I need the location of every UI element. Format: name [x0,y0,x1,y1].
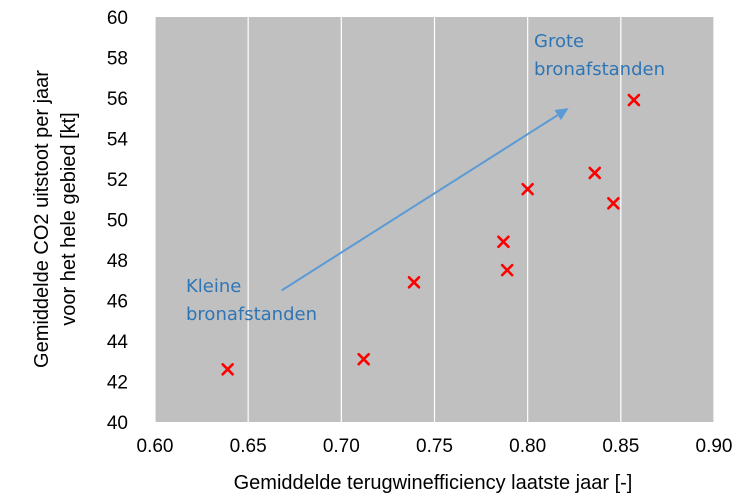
annotation-large-distances: Grote bronafstanden [534,31,665,80]
marker-stroke [407,275,421,289]
data-point [357,352,370,366]
data-point [221,363,234,376]
annotation-small-line-1: Kleine [186,276,241,297]
x-tick-label: 0.70 [323,436,360,457]
marker-stroke [521,182,534,196]
annotation-small-line-2: bronafstanden [186,304,317,325]
y-tick-label: 54 [107,130,129,151]
y-tick-labels: 40 42 44 46 48 50 52 54 56 58 60 [107,8,129,434]
marker-stroke [607,197,620,210]
annotation-large-line-1: Grote [534,31,584,52]
annotation-large-line-2: bronafstanden [534,59,665,80]
data-points [221,93,641,376]
y-tick-label: 44 [107,332,129,353]
data-point [407,275,421,289]
y-tick-label: 40 [107,413,128,434]
marker-stroke [357,352,370,366]
data-point [500,263,514,277]
y-axis-label-line-2: voor het hele gebied [kt] [58,112,80,325]
data-point [497,235,510,249]
marker-stroke [221,363,234,376]
y-tick-label: 46 [107,292,128,313]
annotation-small-distances: Kleine bronafstanden [186,276,317,325]
y-tick-label: 42 [107,373,128,394]
data-point [521,182,534,196]
y-tick-label: 48 [107,251,128,272]
x-tick-label: 0.65 [230,436,267,457]
marker-stroke [627,93,641,107]
y-axis-label-line-1: Gemiddelde CO2 uitstoot per jaar [31,70,53,368]
x-tick-label: 0.60 [137,436,174,457]
marker-stroke [497,235,510,249]
y-tick-label: 52 [107,170,128,191]
marker-stroke [500,263,514,277]
data-point [627,93,641,107]
data-point [607,197,620,210]
y-tick-label: 50 [107,211,128,232]
y-tick-label: 56 [107,89,128,110]
y-tick-label: 58 [107,49,128,70]
x-tick-label: 0.75 [416,436,453,457]
gridlines [154,17,715,422]
x-axis-label: Gemiddelde terugwinefficiency laatste ja… [234,472,633,494]
x-tick-label: 0.85 [602,436,639,457]
arrow-shaft [281,114,559,292]
x-tick-label: 0.90 [696,436,733,457]
y-axis-label: Gemiddelde CO2 uitstoot per jaar voor he… [31,70,80,368]
y-tick-label: 60 [107,8,128,29]
marker-stroke [588,166,602,180]
x-tick-labels: 0.60 0.65 0.70 0.75 0.80 0.85 0.90 [137,436,733,457]
data-point [588,166,602,180]
arrow-head [554,108,569,121]
x-tick-label: 0.80 [509,436,546,457]
trend-arrow [281,108,569,292]
